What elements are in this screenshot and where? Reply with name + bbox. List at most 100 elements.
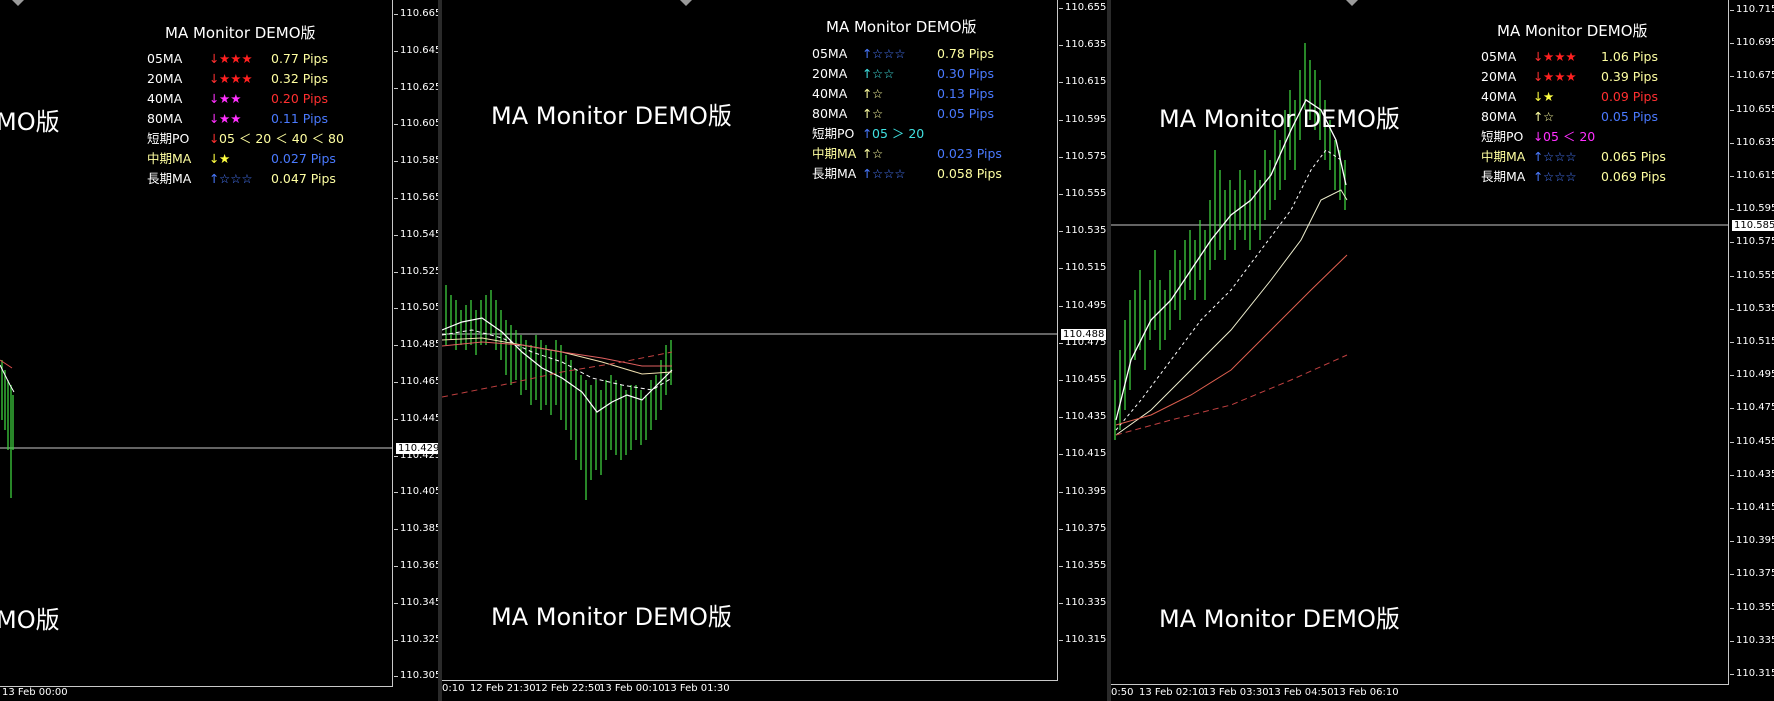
indicator-row: 40MA ↓ ★ 0.09 Pips: [1481, 87, 1681, 107]
chart-area-2[interactable]: MA Monitor DEMO版 MA Monitor DEMO版 MA Mon…: [442, 0, 1058, 681]
x-tick-label: 0:10: [442, 683, 465, 694]
pips-value: 0.78 Pips: [937, 46, 994, 61]
indicator-row: 05MA ↓ ★★★ 0.77 Pips: [147, 49, 347, 69]
x-tick-label: 13 Feb 00:10: [599, 683, 665, 694]
trend-arrow-icon: ↓: [209, 91, 220, 106]
x-tick-label: 12 Feb 21:30: [470, 683, 536, 694]
strength-stars: ☆☆☆: [872, 46, 906, 61]
price-bars: [1, 360, 14, 498]
indicator-row: 05MA ↓ ★★★ 1.06 Pips: [1481, 47, 1681, 67]
scroll-marker-icon[interactable]: [1346, 0, 1358, 6]
pips-value: 0.09 Pips: [1601, 89, 1658, 104]
indicator-row: 中期MA ↑ ☆☆☆ 0.065 Pips: [1481, 147, 1681, 167]
indicator-label: 20MA: [147, 71, 183, 86]
scroll-marker-icon[interactable]: [12, 0, 24, 6]
scroll-marker-icon[interactable]: [680, 0, 692, 6]
price-chart-3: [1111, 43, 1728, 440]
y-tick-mark: [1730, 209, 1734, 211]
indicator-row: 長期MA ↑ ☆☆☆ 0.069 Pips: [1481, 167, 1681, 187]
ma-line-white-dashed: [442, 329, 673, 391]
pips-value: 0.77 Pips: [271, 51, 328, 66]
current-price-label: 110.488: [1061, 329, 1107, 340]
y-tick-label: 110.565: [400, 192, 438, 203]
y-tick-mark: [394, 198, 398, 199]
indicator-row: 20MA ↓ ★★★ 0.32 Pips: [147, 69, 347, 89]
pips-value: 0.32 Pips: [271, 71, 328, 86]
strength-stars: ☆: [872, 106, 884, 121]
pips-value: 0.11 Pips: [271, 111, 328, 126]
price-axis-1[interactable]: 110.665 110.645 110.625 110.605 110.585 110.5…: [394, 0, 438, 701]
y-tick-label: 110.315: [1736, 668, 1774, 679]
y-tick-label: 110.305: [400, 670, 438, 682]
y-tick-label: 110.415: [1065, 448, 1107, 460]
indicator-row: 05MA ↑ ☆☆☆ 0.78 Pips: [812, 44, 1012, 64]
panel-separator: [438, 0, 442, 701]
y-tick-label: 110.365: [400, 560, 438, 571]
strength-stars: 05 ＜ 20 ＜ 40 ＜ 80: [219, 131, 344, 146]
ma-line-white-dashed: [1115, 149, 1342, 431]
pips-value: 0.058 Pips: [937, 166, 1002, 181]
price-axis-2[interactable]: 110.655 110.635 110.615 110.595 110.575 110.5…: [1059, 0, 1107, 701]
strength-stars: ★★★: [219, 51, 253, 66]
trend-arrow-icon: ↑: [862, 86, 873, 101]
indicator-label: 20MA: [1481, 69, 1517, 84]
chart-panel-2[interactable]: MA Monitor DEMO版 MA Monitor DEMO版 MA Mon…: [442, 0, 1107, 701]
strength-stars: ☆☆☆: [1543, 169, 1577, 184]
y-tick-label: 110.385: [400, 523, 438, 535]
indicator-row: 80MA ↑ ☆ 0.05 Pips: [1481, 107, 1681, 127]
indicator-label: 80MA: [812, 106, 848, 121]
indicator-row: 短期PO ↑ 05 ＞ 20: [812, 124, 1012, 144]
y-tick-mark: [394, 566, 398, 567]
pips-value: 0.047 Pips: [271, 171, 336, 186]
ma-line-white: [1115, 99, 1347, 421]
x-tick-label: 13 Feb 06:10: [1333, 687, 1399, 698]
pips-value: 0.05 Pips: [1601, 109, 1658, 124]
y-tick-label: 110.645: [400, 44, 438, 56]
y-tick-mark: [1730, 408, 1734, 410]
y-tick-mark: [1730, 142, 1734, 144]
y-tick-mark: [1059, 268, 1063, 270]
y-tick-mark: [1730, 308, 1734, 310]
chart-panel-1[interactable]: MA Monitor DEMO版 MO版 MO版 05MA ↓ ★★★ 0.77 Pi…: [0, 0, 438, 701]
y-tick-label: 110.545: [400, 228, 438, 240]
indicator-row: 中期MA ↓ ★ 0.027 Pips: [147, 149, 347, 169]
y-tick-label: 110.515: [1065, 262, 1107, 274]
x-tick-label: 13 Feb 03:30: [1203, 687, 1269, 698]
price-axis-3[interactable]: 110.715 110.695 110.675 110.655 110.635 110.6…: [1730, 0, 1774, 701]
indicator-row: 短期PO ↓ 05 ＜ 20: [1481, 127, 1681, 147]
price-chart-1: [0, 359, 392, 498]
y-tick-label: 110.335: [1736, 634, 1774, 646]
y-tick-mark: [1730, 342, 1734, 343]
strength-stars: ☆: [872, 146, 884, 161]
y-tick-mark: [1730, 43, 1734, 45]
y-tick-label: 110.695: [1736, 37, 1774, 49]
y-tick-mark: [1730, 474, 1734, 476]
strength-stars: ★★★: [1543, 69, 1577, 84]
y-tick-label: 110.605: [400, 118, 438, 130]
y-tick-label: 110.715: [1736, 4, 1774, 15]
price-bars: [445, 285, 672, 500]
trend-arrow-icon: ↓: [1533, 49, 1544, 64]
y-tick-label: 110.395: [1065, 485, 1107, 497]
y-tick-label: 110.405: [400, 486, 438, 498]
chart-area-1[interactable]: MA Monitor DEMO版 MO版 MO版 05MA ↓ ★★★ 0.77 Pi…: [0, 0, 393, 687]
y-tick-label: 110.595: [1736, 203, 1774, 215]
watermark-bottom: MA Monitor DEMO版: [1159, 605, 1400, 633]
y-tick-label: 110.575: [1065, 150, 1107, 162]
y-tick-mark: [1059, 82, 1063, 84]
indicator-title: MA Monitor DEMO版: [1497, 22, 1648, 40]
y-tick-label: 110.635: [1736, 136, 1774, 148]
y-tick-label: 110.495: [1736, 369, 1774, 381]
chart-area-3[interactable]: MA Monitor DEMO版 MA Monitor DEMO版 MA Mon…: [1111, 0, 1729, 685]
price-chart-2: [442, 285, 1057, 500]
strength-stars: ★★: [219, 91, 242, 106]
indicator-label: 20MA: [812, 66, 848, 81]
pips-value: 0.13 Pips: [937, 86, 994, 101]
indicator-row: 短期PO ↓ 05 ＜ 20 ＜ 40 ＜ 80: [147, 129, 347, 149]
chart-panel-3[interactable]: MA Monitor DEMO版 MA Monitor DEMO版 MA Mon…: [1111, 0, 1774, 701]
y-tick-mark: [1730, 76, 1734, 78]
y-tick-label: 110.465: [400, 376, 438, 387]
x-tick-label: 13 Feb 02:10: [1139, 687, 1205, 698]
y-tick-mark: [1059, 305, 1063, 307]
y-tick-mark: [1730, 109, 1734, 111]
